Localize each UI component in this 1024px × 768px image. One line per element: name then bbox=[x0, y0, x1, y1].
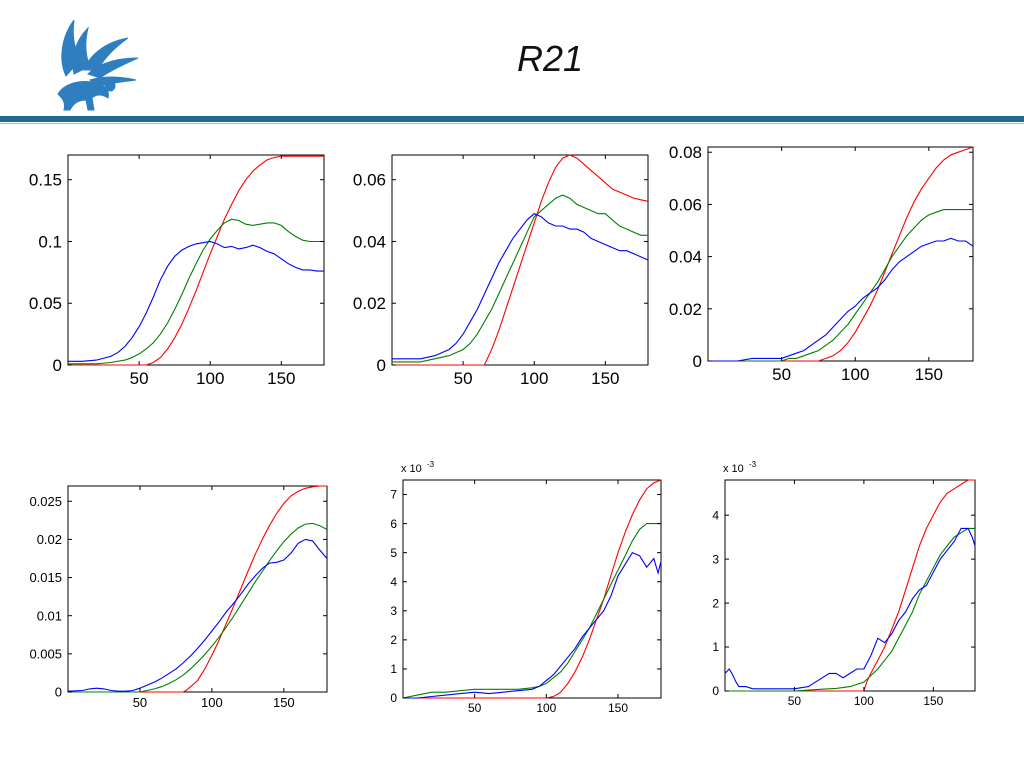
y-tick-label: 6 bbox=[390, 517, 397, 531]
plot-frame bbox=[707, 146, 974, 362]
y-tick-label: 0.01 bbox=[37, 608, 62, 623]
y-tick-label: 4 bbox=[390, 575, 397, 589]
y-tick-label: 0.02 bbox=[669, 300, 702, 319]
y-tick-label: 0.025 bbox=[29, 494, 62, 509]
x-tick-label: 50 bbox=[454, 369, 473, 388]
plot-frame bbox=[391, 154, 649, 366]
x-tick-label: 50 bbox=[130, 369, 149, 388]
x-tick-label: 150 bbox=[608, 701, 628, 715]
x-tick-label: 100 bbox=[854, 694, 874, 708]
series-line-0 bbox=[403, 479, 662, 699]
y-tick-label: 0.08 bbox=[669, 143, 702, 162]
axis-multiplier-exponent: -3 bbox=[427, 460, 435, 469]
series-line-2 bbox=[724, 527, 976, 690]
series-line-0 bbox=[392, 154, 649, 366]
series-line-1 bbox=[68, 522, 328, 693]
x-tick-label: 150 bbox=[267, 369, 295, 388]
series-line-2 bbox=[403, 552, 662, 699]
x-tick-label: 100 bbox=[520, 369, 548, 388]
slide-title: R21 bbox=[516, 38, 584, 79]
series-line-0 bbox=[708, 146, 974, 362]
y-tick-label: 0.02 bbox=[37, 532, 62, 547]
x-tick-label: 150 bbox=[915, 365, 943, 384]
series-line-2 bbox=[67, 538, 328, 692]
series-line-1 bbox=[392, 194, 648, 363]
y-tick-label: 0.05 bbox=[29, 294, 62, 313]
y-tick-label: 0.005 bbox=[29, 646, 62, 661]
series-line-0 bbox=[68, 155, 324, 366]
series-line-1 bbox=[725, 527, 975, 692]
x-tick-label: 50 bbox=[788, 694, 802, 708]
axis-multiplier: x 10 bbox=[401, 463, 422, 475]
y-tick-label: 3 bbox=[390, 604, 397, 618]
axis-multiplier: x 10 bbox=[723, 463, 744, 475]
y-tick-label: 4 bbox=[712, 508, 719, 522]
x-tick-label: 50 bbox=[133, 695, 147, 710]
axis-multiplier-exponent: -3 bbox=[749, 460, 757, 469]
series-line-2 bbox=[68, 240, 324, 362]
y-tick-label: 0.02 bbox=[353, 294, 386, 313]
y-tick-label: 0 bbox=[693, 352, 702, 371]
y-tick-label: 0.15 bbox=[29, 171, 62, 190]
y-tick-label: 3 bbox=[712, 552, 719, 566]
y-tick-label: 0 bbox=[712, 684, 719, 698]
y-tick-label: 0.04 bbox=[669, 248, 702, 267]
y-tick-label: 0 bbox=[390, 691, 397, 705]
y-tick-label: 0 bbox=[55, 685, 62, 700]
y-tick-label: 0.06 bbox=[669, 195, 702, 214]
y-tick-label: 5 bbox=[390, 546, 397, 560]
series-line-1 bbox=[402, 523, 661, 699]
griffin-logo-icon bbox=[57, 19, 139, 111]
x-tick-label: 50 bbox=[468, 701, 482, 715]
y-tick-label: 0.015 bbox=[29, 570, 62, 585]
y-tick-label: 2 bbox=[712, 596, 719, 610]
x-tick-label: 50 bbox=[772, 365, 791, 384]
x-tick-label: 100 bbox=[841, 365, 869, 384]
series-line-2 bbox=[708, 237, 974, 362]
series-line-0 bbox=[725, 479, 975, 692]
y-tick-label: 7 bbox=[390, 488, 397, 502]
plot-frame bbox=[402, 479, 662, 699]
plot-frame bbox=[67, 154, 325, 366]
y-tick-label: 0.06 bbox=[353, 171, 386, 190]
x-tick-label: 100 bbox=[196, 369, 224, 388]
series-line-1 bbox=[68, 218, 324, 365]
x-tick-label: 100 bbox=[201, 695, 223, 710]
y-tick-label: 0.04 bbox=[353, 232, 386, 251]
x-tick-label: 150 bbox=[591, 369, 619, 388]
y-tick-label: 1 bbox=[390, 662, 397, 676]
series-line-1 bbox=[708, 209, 973, 362]
y-tick-label: 0 bbox=[377, 356, 386, 375]
x-tick-label: 150 bbox=[273, 695, 295, 710]
y-tick-label: 0 bbox=[53, 356, 62, 375]
y-tick-label: 1 bbox=[712, 640, 719, 654]
x-tick-label: 150 bbox=[923, 694, 943, 708]
x-tick-label: 100 bbox=[536, 701, 556, 715]
title-divider-thin bbox=[0, 123, 1024, 124]
series-line-0 bbox=[68, 485, 327, 693]
y-tick-label: 0.1 bbox=[38, 232, 62, 251]
title-divider bbox=[0, 116, 1024, 122]
plot-frame bbox=[724, 479, 976, 692]
plot-frame bbox=[67, 485, 328, 693]
y-tick-label: 2 bbox=[390, 633, 397, 647]
series-line-2 bbox=[392, 213, 649, 360]
